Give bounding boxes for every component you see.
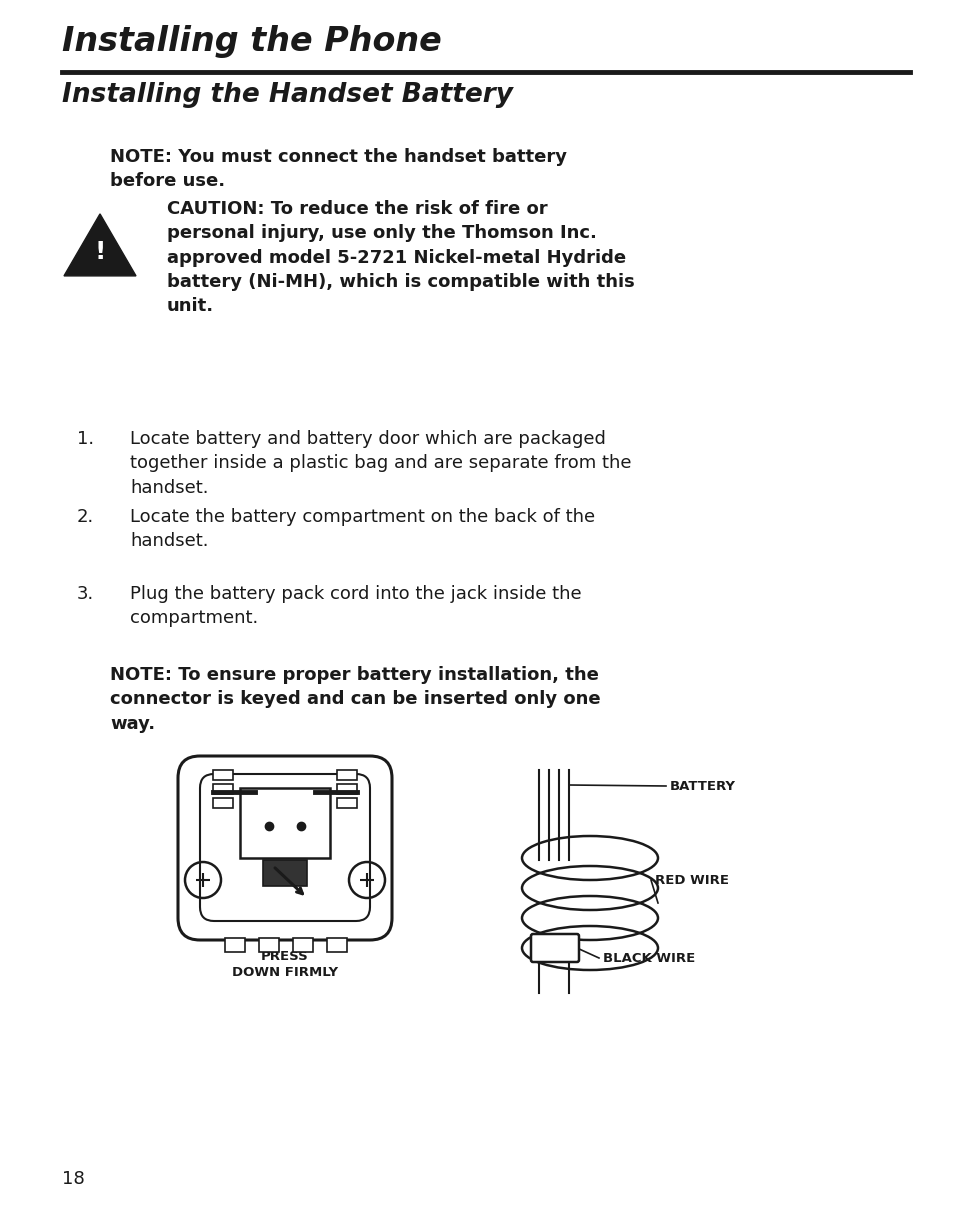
Text: 18: 18 — [62, 1170, 85, 1188]
Bar — [293, 938, 313, 953]
Bar — [213, 798, 233, 808]
Text: !: ! — [94, 241, 106, 264]
Bar — [336, 784, 356, 793]
Text: Installing the Handset Battery: Installing the Handset Battery — [62, 81, 513, 108]
FancyBboxPatch shape — [531, 934, 578, 962]
Text: Plug the battery pack cord into the jack inside the
compartment.: Plug the battery pack cord into the jack… — [130, 584, 581, 627]
Text: NOTE: To ensure proper battery installation, the
connector is keyed and can be i: NOTE: To ensure proper battery installat… — [110, 666, 600, 733]
Text: BATTERY: BATTERY — [669, 780, 735, 792]
Bar — [336, 770, 356, 780]
Text: CAUTION: To reduce the risk of fire or
personal injury, use only the Thomson Inc: CAUTION: To reduce the risk of fire or p… — [167, 200, 634, 315]
Text: 2.: 2. — [77, 508, 94, 526]
Bar — [240, 789, 330, 858]
Polygon shape — [64, 214, 136, 276]
Text: Locate the battery compartment on the back of the
handset.: Locate the battery compartment on the ba… — [130, 508, 595, 550]
Bar — [225, 938, 245, 953]
Bar — [336, 798, 356, 808]
Text: BLACK WIRE: BLACK WIRE — [602, 951, 695, 965]
Bar — [263, 860, 307, 886]
Text: RED WIRE: RED WIRE — [655, 874, 728, 887]
Bar — [327, 938, 347, 953]
Text: 3.: 3. — [77, 584, 94, 603]
Bar — [213, 784, 233, 793]
Text: PRESS
DOWN FIRMLY: PRESS DOWN FIRMLY — [232, 950, 337, 979]
Text: Locate battery and battery door which are packaged
together inside a plastic bag: Locate battery and battery door which ar… — [130, 430, 631, 497]
Text: 1.: 1. — [77, 430, 94, 448]
Text: Installing the Phone: Installing the Phone — [62, 26, 441, 58]
Text: NOTE: You must connect the handset battery
before use.: NOTE: You must connect the handset batte… — [110, 148, 566, 191]
Bar — [258, 938, 278, 953]
Bar — [213, 770, 233, 780]
